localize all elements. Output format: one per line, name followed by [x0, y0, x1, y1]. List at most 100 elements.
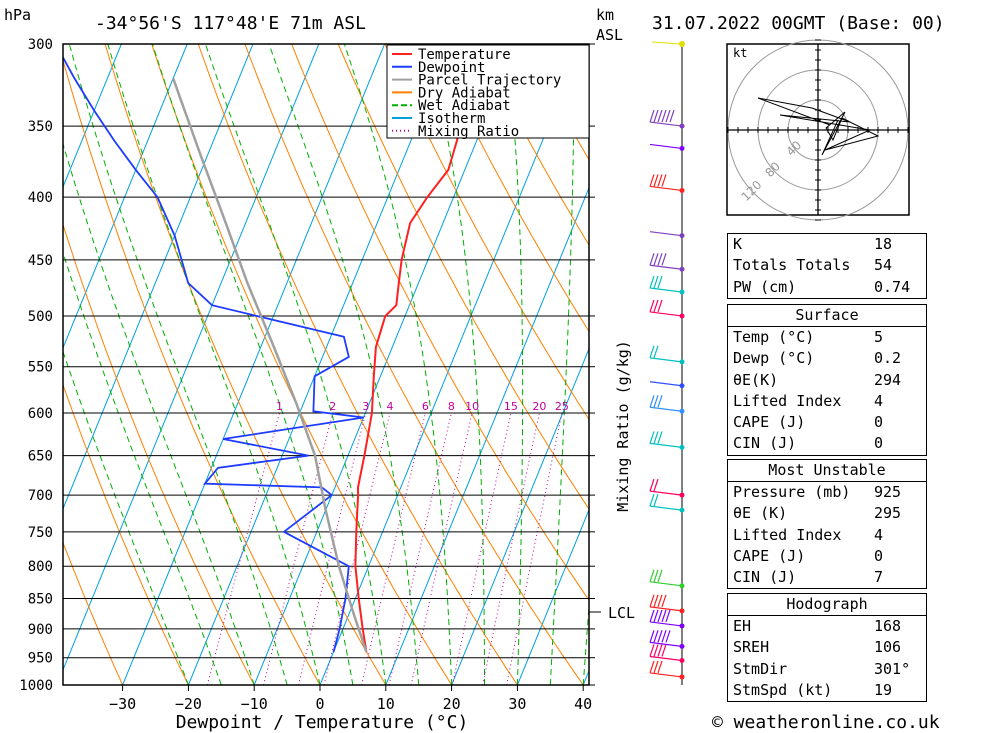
mixing-ratio-label: 20: [532, 400, 546, 413]
wet-adiabat-line: [268, 44, 420, 685]
mixing-ratio-label: 10: [465, 400, 479, 413]
index-row: PW (cm) 0.74: [733, 277, 911, 296]
isotherm-line: [385, 186, 589, 685]
isotherm-line: [122, 44, 386, 685]
mixing-ratio-label: 6: [422, 400, 429, 413]
mixing-ratio-label: 15: [504, 400, 518, 413]
index-row: StmSpd (kt) 19: [733, 680, 893, 699]
legend-label: Isotherm: [418, 111, 485, 127]
surface-panel: Surface Temp (°C) 5 Dewp (°C) 0.2 θE(K) 294…: [727, 304, 927, 456]
wind-barb: [649, 345, 683, 363]
mixing-ratio-line: [451, 412, 512, 685]
pressure-tick-label: 800: [28, 559, 53, 575]
location-title: -34°56'S 117°48'E 71m ASL: [95, 13, 366, 34]
lcl-label: LCL: [608, 604, 635, 622]
wind-barb: [649, 174, 683, 192]
dry-adiabat-line: [944, 44, 1000, 685]
wind-barb: [649, 275, 683, 293]
mixing-ratio-label: 25: [555, 400, 569, 413]
credit-text[interactable]: © weatheronline.co.uk: [712, 712, 940, 733]
pressure-tick-label: 750: [28, 525, 53, 541]
dry-adiabat-line: [151, 44, 453, 685]
x-axis-title: Dewpoint / Temperature (°C): [176, 712, 469, 733]
isotherm-line: [63, 44, 188, 350]
pressure-tick-label: 300: [28, 37, 53, 53]
wind-barb: [649, 381, 683, 387]
temperature-line: [354, 44, 498, 653]
hodograph-panel: Hodograph EH 168 SREH 106 StmDir 301° StmSp…: [727, 593, 927, 703]
temperature-tick-label: 0: [315, 695, 324, 713]
isotherm-line: [63, 44, 122, 189]
dry-adiabat-line: [244, 44, 584, 685]
wet-adiabat-line: [549, 44, 575, 685]
isotherm-line: [319, 44, 583, 685]
index-row: CAPE (J) 0: [733, 413, 884, 432]
index-row: θE (K) 295: [733, 504, 902, 523]
isotherm-line: [63, 44, 320, 672]
most-unstable-panel: Most Unstable Pressure (mb) 925 θE (K) 295…: [727, 459, 927, 590]
wind-barb: [649, 569, 683, 587]
wind-barb: [649, 478, 683, 496]
asl-label: ASL: [596, 26, 623, 44]
wind-barb: [649, 609, 683, 627]
hodograph-trace: [757, 97, 880, 156]
pressure-tick-label: 400: [28, 190, 53, 206]
temperature-tick-label: 30: [508, 695, 526, 713]
index-row: EH 168: [733, 617, 902, 635]
index-row: θE(K) 294: [733, 370, 902, 389]
mixing-ratio-line: [206, 412, 280, 685]
dry-adiabat-line: [104, 44, 387, 685]
mixing-ratio-label: 3: [362, 400, 369, 413]
legend-label: Dewpoint: [418, 60, 485, 76]
km-label: km: [596, 6, 614, 24]
index-row: Totals Totals 54: [733, 256, 893, 275]
hodograph-title: Hodograph: [728, 594, 926, 616]
wind-barb: [649, 395, 683, 412]
index-row: StmDir 301°: [733, 659, 911, 678]
wind-profile: [649, 41, 685, 685]
isotherm-line: [187, 44, 451, 685]
wet-adiabat-line: [63, 250, 222, 685]
pressure-tick-label: 1000: [19, 678, 53, 694]
dry-adiabat-line: [63, 541, 124, 685]
hodograph-unit: kt: [733, 46, 747, 60]
legend-label: Parcel Trajectory: [418, 73, 561, 89]
wet-adiabat-line: [343, 44, 453, 685]
wind-barb: [649, 630, 683, 647]
index-row: K 18: [733, 235, 893, 253]
index-row: CIN (J) 7: [733, 568, 884, 587]
wind-barb: [649, 660, 683, 678]
temperature-tick-label: −10: [241, 695, 268, 713]
isotherm-line: [63, 44, 254, 511]
temperature-tick-label: −20: [175, 695, 202, 713]
isotherm-line: [451, 347, 589, 685]
pressure-tick-label: 700: [28, 488, 53, 504]
index-row: Pressure (mb) 925: [733, 483, 902, 501]
wet-adiabat-line: [68, 44, 288, 685]
pressure-tick-label: 650: [28, 449, 53, 465]
pressure-tick-label: 350: [28, 119, 53, 135]
wet-adiabat-line: [63, 142, 255, 685]
index-row: Dewp (°C) 0.2: [733, 349, 902, 368]
wet-adiabat-line: [63, 350, 189, 685]
temperature-tick-label: 20: [443, 695, 461, 713]
temperature-tick-label: 10: [377, 695, 395, 713]
wet-adiabat-line: [505, 44, 524, 685]
indices-top-panel: K 18 Totals Totals 54 PW (cm) 0.74: [727, 233, 927, 299]
legend-label: Wet Adiabat: [418, 98, 511, 114]
isotherm-line: [516, 508, 589, 685]
mixing-ratio-line: [482, 412, 540, 685]
wet-adiabat-line: [107, 44, 321, 685]
wind-barb: [649, 431, 683, 448]
pressure-tick-label: 450: [28, 253, 53, 269]
pressure-tick-label: 950: [28, 651, 53, 667]
wind-barb: [649, 594, 683, 612]
wind-barb: [649, 143, 683, 150]
surface-title: Surface: [728, 305, 926, 327]
dry-adiabat-line: [431, 44, 589, 333]
pressure-tick-label: 900: [28, 622, 53, 638]
index-row: SREH 106: [733, 638, 902, 657]
